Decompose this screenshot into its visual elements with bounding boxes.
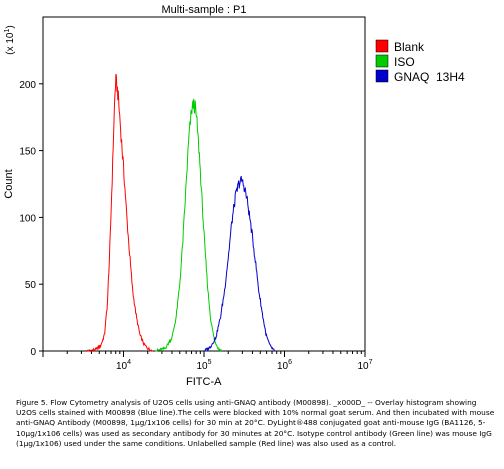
plot-frame	[42, 16, 366, 352]
x-tick-label: 105	[196, 359, 211, 372]
figure-caption: Figure 5. Flow Cytometry analysis of U2O…	[16, 398, 496, 449]
x-axis-label: FITC-A	[186, 376, 222, 388]
legend-swatch	[375, 54, 389, 68]
legend-label: Blank	[394, 40, 425, 54]
legend-label: GNAQ 13H4	[394, 70, 465, 84]
x-tick-label: 104	[116, 359, 131, 372]
y-multiplier-label: (x 101)	[4, 25, 16, 54]
y-tick-label: 50	[25, 280, 37, 291]
x-tick-label: 107	[357, 359, 372, 372]
legend-label: ISO	[394, 55, 415, 69]
y-tick-label: 150	[19, 147, 36, 158]
y-axis-label: Count	[3, 169, 15, 198]
series-line-iso	[155, 98, 222, 353]
chart-title: Multi-sample : P1	[162, 4, 247, 16]
flow-cytometry-chart: Multi-sample : P1 0 50 100 150 200 Count (x 101…	[3, 4, 465, 388]
y-tick-label: 200	[19, 80, 36, 91]
caption-text: Figure 5. Flow Cytometry analysis of U2O…	[16, 398, 495, 448]
legend-swatch	[375, 39, 389, 53]
series-line-gnaq-13h4	[203, 175, 275, 352]
y-tick-label: 100	[19, 213, 36, 224]
x-tick-label: 106	[277, 359, 292, 372]
legend-swatch	[375, 69, 389, 83]
y-tick-label: 0	[30, 347, 36, 358]
series-line-blank	[86, 73, 153, 352]
